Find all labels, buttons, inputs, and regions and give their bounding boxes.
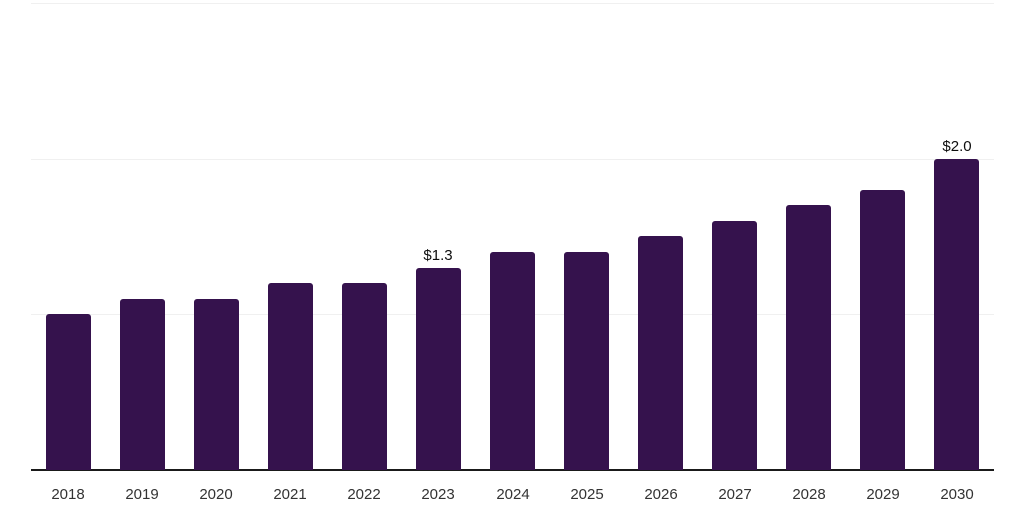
bar-2019 xyxy=(120,299,165,470)
bar-2025 xyxy=(564,252,609,470)
x-tick-label-2019: 2019 xyxy=(125,486,159,503)
bar-2028 xyxy=(786,205,831,470)
x-tick-label-2027: 2027 xyxy=(718,486,752,503)
bar-2018 xyxy=(46,314,91,470)
plot-area: 2018 2019 2020 2021 2022 $1.3 2023 2024 2025 2026… xyxy=(31,0,994,512)
bar-2024 xyxy=(490,252,535,470)
bar-2020 xyxy=(194,299,239,470)
bar-2023 xyxy=(416,268,461,470)
bar-2027 xyxy=(712,221,757,470)
x-tick-label-2029: 2029 xyxy=(866,486,900,503)
bar-2021 xyxy=(268,283,313,470)
x-axis-line xyxy=(31,469,994,471)
x-tick-label-2026: 2026 xyxy=(644,486,678,503)
x-tick-label-2025: 2025 xyxy=(570,486,604,503)
x-tick-label-2024: 2024 xyxy=(496,486,530,503)
x-tick-label-2021: 2021 xyxy=(273,486,307,503)
gridline xyxy=(31,159,994,160)
gridline xyxy=(31,3,994,4)
x-tick-label-2018: 2018 xyxy=(51,486,85,503)
x-tick-label-2022: 2022 xyxy=(347,486,381,503)
bar-2022 xyxy=(342,283,387,470)
data-label-2023: $1.3 xyxy=(423,247,453,264)
bar-2030 xyxy=(934,159,979,470)
x-tick-label-2020: 2020 xyxy=(199,486,233,503)
bar-2026 xyxy=(638,236,683,470)
x-tick-label-2028: 2028 xyxy=(792,486,826,503)
x-tick-label-2030: 2030 xyxy=(940,486,974,503)
bar-2029 xyxy=(860,190,905,470)
data-label-2030: $2.0 xyxy=(942,138,972,155)
x-tick-label-2023: 2023 xyxy=(421,486,455,503)
